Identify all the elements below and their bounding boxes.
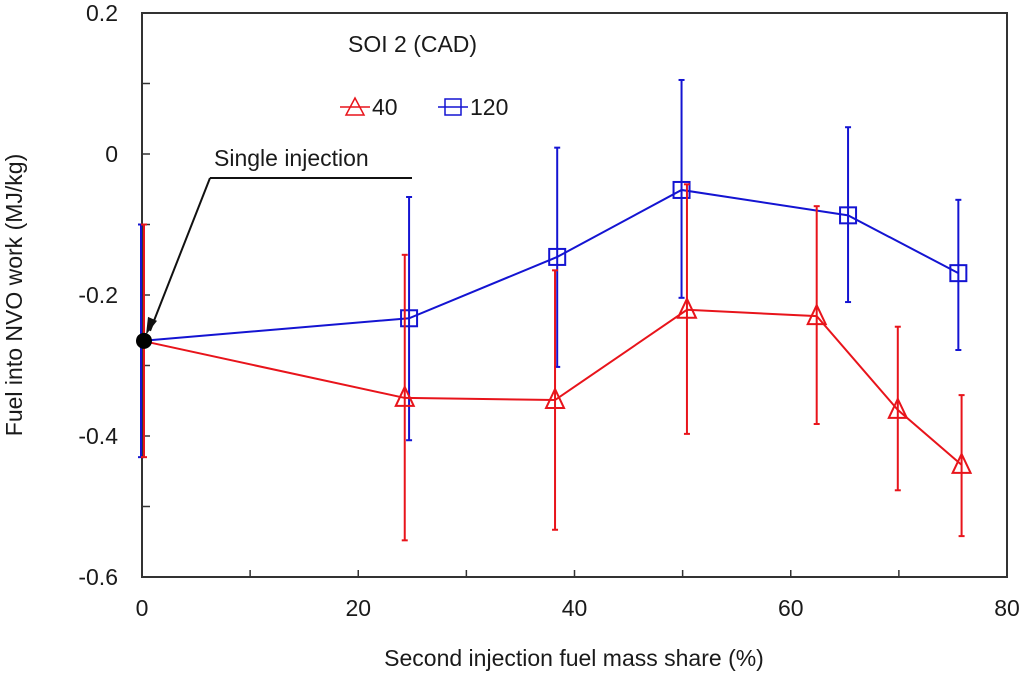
axes <box>141 12 1008 578</box>
series-120 <box>138 78 968 459</box>
annotation-layer: Single injection <box>136 145 412 349</box>
data-point <box>394 384 416 407</box>
series-layer <box>138 78 973 542</box>
legend-title: SOI 2 (CAD) <box>348 31 477 57</box>
x-tick-label: 0 <box>136 595 149 621</box>
legend: SOI 2 (CAD) 40 120 <box>340 31 508 120</box>
data-point <box>400 309 419 328</box>
y-tick-label: -0.6 <box>78 564 118 590</box>
y-tick-label: 0 <box>105 141 118 167</box>
x-tick-label: 20 <box>345 595 371 621</box>
x-axis-title: Second injection fuel mass share (%) <box>384 645 764 671</box>
data-point <box>544 386 566 410</box>
x-tick-label: 80 <box>994 595 1020 621</box>
data-point <box>548 247 567 266</box>
ticks: 0 20 40 60 80 0.2 0 -0.2 -0.4 -0.6 <box>78 0 1019 621</box>
legend-marker-square-icon <box>444 98 462 116</box>
data-point <box>887 396 909 419</box>
data-point <box>951 451 973 474</box>
legend-label-120: 120 <box>470 94 508 120</box>
y-tick-label: 0.2 <box>86 0 118 26</box>
data-point <box>676 296 698 319</box>
data-point <box>839 206 858 225</box>
series-line <box>141 188 959 342</box>
y-tick-label: -0.4 <box>78 423 118 449</box>
y-tick-label: -0.2 <box>78 282 118 308</box>
y-axis-title: Fuel into NVO work (MJ/kg) <box>1 154 27 436</box>
single-injection-point <box>136 332 152 349</box>
plot-frame <box>141 12 1008 578</box>
annotation-label: Single injection <box>214 145 369 171</box>
data-point <box>949 264 968 283</box>
annotation-leader <box>149 177 211 332</box>
legend-marker-triangle-icon <box>344 96 366 116</box>
legend-label-40: 40 <box>372 94 398 120</box>
data-point <box>806 302 828 326</box>
series-40 <box>141 183 973 542</box>
annotation-arrowhead <box>146 316 157 335</box>
data-point <box>672 180 691 199</box>
series-line <box>141 308 963 466</box>
x-tick-label: 60 <box>778 595 804 621</box>
x-tick-label: 40 <box>562 595 588 621</box>
